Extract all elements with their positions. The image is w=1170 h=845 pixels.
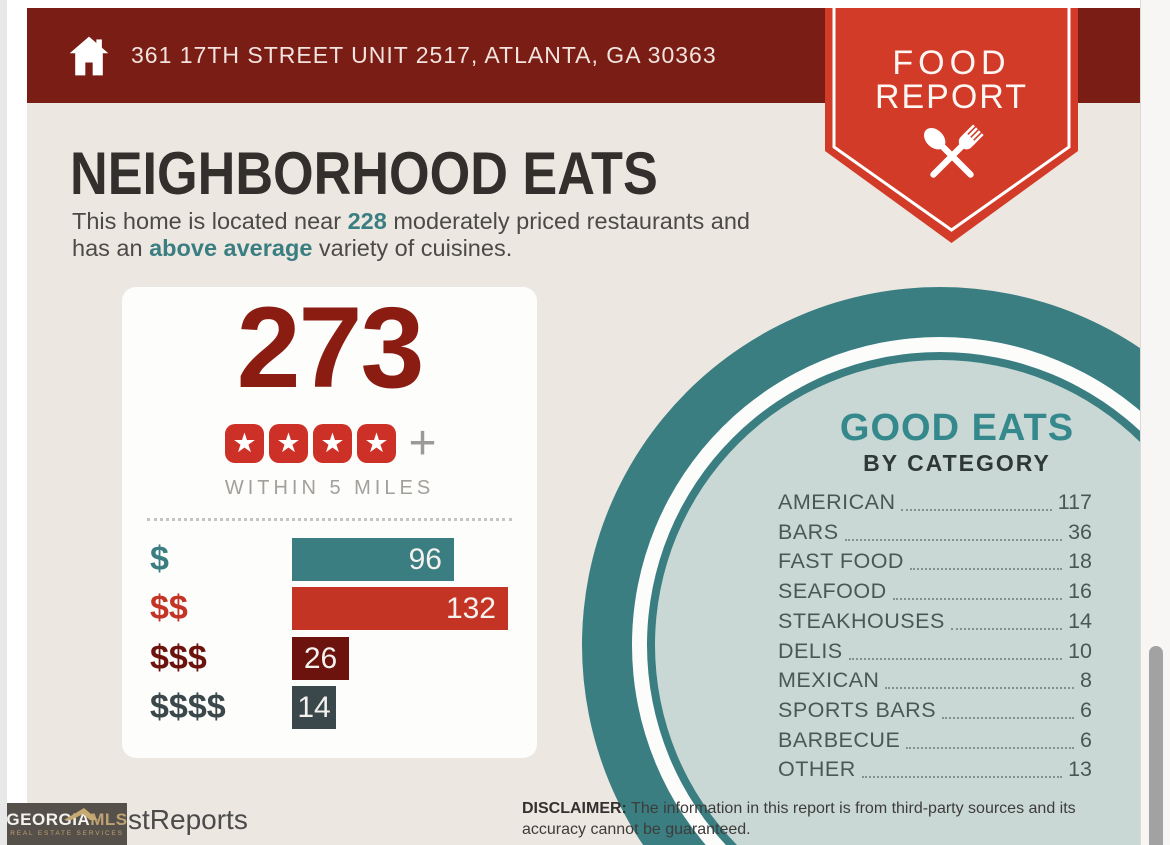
category-row: SEAFOOD 16 xyxy=(778,577,1092,604)
category-value: 8 xyxy=(1080,668,1092,692)
price-tier-label: $$$$ xyxy=(150,688,226,726)
category-value: 6 xyxy=(1080,728,1092,752)
bar-value: 132 xyxy=(445,591,496,625)
dotted-leader xyxy=(950,628,1063,630)
category-row: OTHER 13 xyxy=(778,755,1092,782)
category-value: 14 xyxy=(1068,609,1092,633)
ribbon-title-line2: REPORT xyxy=(874,78,1029,116)
radius-label: WITHIN 5 MILES xyxy=(224,477,435,499)
bar-value: 96 xyxy=(408,542,442,576)
home-icon xyxy=(69,36,109,75)
dotted-leader xyxy=(885,687,1075,689)
viewer-left-edge xyxy=(0,0,7,845)
good-eats-subtitle: BY CATEGORY xyxy=(863,450,1051,476)
price-tier-bar: 26 xyxy=(292,637,349,680)
good-eats-title: GOOD EATS xyxy=(839,407,1075,449)
page-title: NEIGHBORHOOD EATS xyxy=(70,140,658,207)
food-report-page: 361 17TH STREET UNIT 2517, ATLANTA, GA 3… xyxy=(27,8,1140,845)
price-tier-label: $$ xyxy=(150,589,188,627)
scrollbar-thumb[interactable] xyxy=(1149,646,1163,845)
food-report-ribbon: FOOD REPORT xyxy=(825,8,1078,243)
bar-value: 26 xyxy=(303,641,338,675)
star-icon: ★ xyxy=(224,424,264,463)
restaurant-count: 228 xyxy=(347,208,387,234)
category-label: BARS xyxy=(778,520,839,544)
category-label: FAST FOOD xyxy=(778,549,904,573)
category-label: AMERICAN xyxy=(778,490,896,514)
category-label: OTHER xyxy=(778,757,856,781)
category-value: 117 xyxy=(1057,490,1092,514)
price-bar-row: $96 xyxy=(122,538,537,581)
category-label: SEAFOOD xyxy=(778,579,887,603)
category-label: STEAKHOUSES xyxy=(778,609,945,633)
disclaimer-line2: accuracy cannot be guaranteed. xyxy=(522,821,751,838)
property-address: 361 17TH STREET UNIT 2517, ATLANTA, GA 3… xyxy=(131,42,717,68)
star-rating: ★ ★ ★ ★ xyxy=(222,424,398,463)
total-restaurants: 273 xyxy=(236,284,425,412)
star-icon: ★ xyxy=(312,424,352,463)
georgia-mls-logo: GEORGIAMLS REAL ESTATE SERVICES xyxy=(6,803,128,845)
dotted-leader xyxy=(906,747,1075,749)
dotted-leader xyxy=(844,539,1063,541)
intro-line1: This home is located near 228 moderately… xyxy=(72,208,750,234)
plus-sign: + xyxy=(408,417,437,470)
dotted-leader xyxy=(892,598,1063,600)
category-label: SPORTS BARS xyxy=(778,698,937,722)
category-row: SPORTS BARS 6 xyxy=(778,696,1092,723)
dotted-leader xyxy=(901,509,1052,511)
logo-mls-text: MLS xyxy=(90,810,128,829)
spoon-fork-icon xyxy=(924,124,984,178)
dotted-leader xyxy=(861,776,1063,778)
logo-roof-icon xyxy=(64,808,99,820)
bar-value: 14 xyxy=(297,690,331,724)
intro-text: This home is located near 228 moderately… xyxy=(72,208,852,261)
category-label: MEXICAN xyxy=(778,668,880,692)
category-label: BARBECUE xyxy=(778,728,901,752)
logo-georgia-text: GEORGIA xyxy=(6,810,91,829)
price-tier-label: $$$ xyxy=(150,639,207,677)
category-value: 16 xyxy=(1068,579,1092,603)
price-tier-bar: 96 xyxy=(292,538,454,581)
dotted-leader xyxy=(909,568,1063,570)
price-tier-bar: 14 xyxy=(292,686,336,729)
category-row: MEXICAN 8 xyxy=(778,666,1092,693)
ribbon-shape xyxy=(825,8,1078,243)
dotted-leader xyxy=(942,717,1075,719)
price-tier-label: $ xyxy=(150,540,169,578)
star-icon: ★ xyxy=(268,424,308,463)
category-row: STEAKHOUSES 14 xyxy=(778,607,1092,634)
restaurant-summary-card: 273 ★ ★ ★ ★ + WITHIN 5 MILES $96 $$ 132 $$$ 26 $… xyxy=(122,287,537,758)
price-bar-row: $$$ 26 xyxy=(122,637,537,680)
category-row: FAST FOOD 18 xyxy=(778,547,1092,574)
dotted-divider xyxy=(147,518,512,521)
category-value: 10 xyxy=(1068,639,1092,663)
category-label: DELIS xyxy=(778,639,843,663)
star-icon: ★ xyxy=(356,424,396,463)
category-value: 13 xyxy=(1068,757,1092,781)
category-value: 6 xyxy=(1080,698,1092,722)
rating-row: ★ ★ ★ ★ + xyxy=(122,417,537,470)
category-value: 36 xyxy=(1068,520,1092,544)
price-bar-row: $$ 132 xyxy=(122,587,537,630)
dotted-leader xyxy=(848,658,1063,660)
intro-line2: has an above average variety of cuisines… xyxy=(72,234,513,261)
report-brand-text: stReports xyxy=(128,804,248,835)
category-row: AMERICAN 117 xyxy=(778,488,1092,515)
disclaimer-line1: DISCLAIMER: The information in this repo… xyxy=(522,800,1076,817)
logo-tagline: REAL ESTATE SERVICES xyxy=(10,830,124,837)
ribbon-title-line1: FOOD xyxy=(892,44,1011,82)
variety-rating: above average xyxy=(149,234,313,261)
price-tier-bar: 132 xyxy=(292,587,508,630)
disclaimer: DISCLAIMER: The information in this repo… xyxy=(522,798,1134,840)
price-bar-row: $$$$ 14 xyxy=(122,686,537,729)
category-row: BARS 36 xyxy=(778,518,1092,545)
category-row: BARBECUE 6 xyxy=(778,726,1092,753)
category-row: DELIS 10 xyxy=(778,637,1092,664)
category-value: 18 xyxy=(1068,549,1092,573)
